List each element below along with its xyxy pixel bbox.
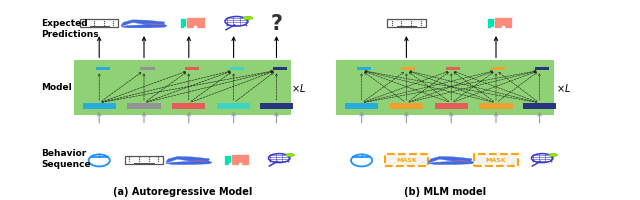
Text: (a) Autoregressive Model: (a) Autoregressive Model — [113, 186, 252, 196]
Text: Model: Model — [42, 83, 72, 91]
FancyBboxPatch shape — [491, 68, 505, 71]
Text: MASK: MASK — [396, 158, 417, 162]
FancyBboxPatch shape — [260, 103, 293, 109]
FancyBboxPatch shape — [125, 156, 163, 164]
FancyBboxPatch shape — [231, 154, 250, 165]
FancyBboxPatch shape — [80, 20, 118, 28]
Circle shape — [548, 154, 557, 157]
Polygon shape — [428, 157, 472, 163]
FancyBboxPatch shape — [534, 68, 548, 71]
FancyBboxPatch shape — [385, 154, 428, 166]
Text: MASK: MASK — [486, 158, 506, 162]
FancyBboxPatch shape — [225, 155, 243, 165]
FancyBboxPatch shape — [336, 61, 554, 115]
FancyBboxPatch shape — [180, 19, 198, 29]
FancyBboxPatch shape — [387, 20, 426, 28]
FancyBboxPatch shape — [186, 18, 205, 29]
Circle shape — [243, 17, 253, 20]
Text: Expected
Predictions: Expected Predictions — [42, 19, 99, 39]
FancyBboxPatch shape — [230, 68, 244, 71]
Polygon shape — [121, 21, 164, 27]
Polygon shape — [428, 161, 474, 165]
FancyBboxPatch shape — [127, 103, 161, 109]
FancyBboxPatch shape — [217, 103, 250, 109]
Text: ?: ? — [271, 14, 282, 34]
FancyBboxPatch shape — [446, 68, 460, 71]
Circle shape — [285, 154, 294, 157]
FancyBboxPatch shape — [493, 18, 512, 29]
FancyBboxPatch shape — [474, 154, 518, 166]
Text: (b) MLM model: (b) MLM model — [404, 186, 486, 196]
FancyBboxPatch shape — [273, 68, 287, 71]
FancyBboxPatch shape — [345, 103, 378, 109]
FancyBboxPatch shape — [172, 103, 205, 109]
Polygon shape — [186, 160, 209, 161]
FancyBboxPatch shape — [185, 68, 199, 71]
Polygon shape — [141, 24, 164, 25]
FancyBboxPatch shape — [356, 68, 371, 71]
Text: $\times L$: $\times L$ — [556, 82, 570, 94]
FancyBboxPatch shape — [401, 68, 415, 71]
FancyBboxPatch shape — [95, 68, 109, 71]
FancyBboxPatch shape — [140, 68, 154, 71]
FancyBboxPatch shape — [479, 103, 513, 109]
Polygon shape — [449, 160, 471, 161]
Polygon shape — [121, 25, 167, 29]
Text: $\times L$: $\times L$ — [291, 82, 306, 94]
FancyBboxPatch shape — [523, 103, 556, 109]
Polygon shape — [166, 161, 212, 165]
FancyBboxPatch shape — [435, 103, 468, 109]
FancyBboxPatch shape — [487, 19, 505, 29]
Polygon shape — [166, 157, 209, 163]
FancyBboxPatch shape — [390, 103, 423, 109]
FancyBboxPatch shape — [83, 103, 116, 109]
FancyBboxPatch shape — [74, 61, 291, 115]
Text: Behavior
Sequence: Behavior Sequence — [42, 148, 92, 168]
